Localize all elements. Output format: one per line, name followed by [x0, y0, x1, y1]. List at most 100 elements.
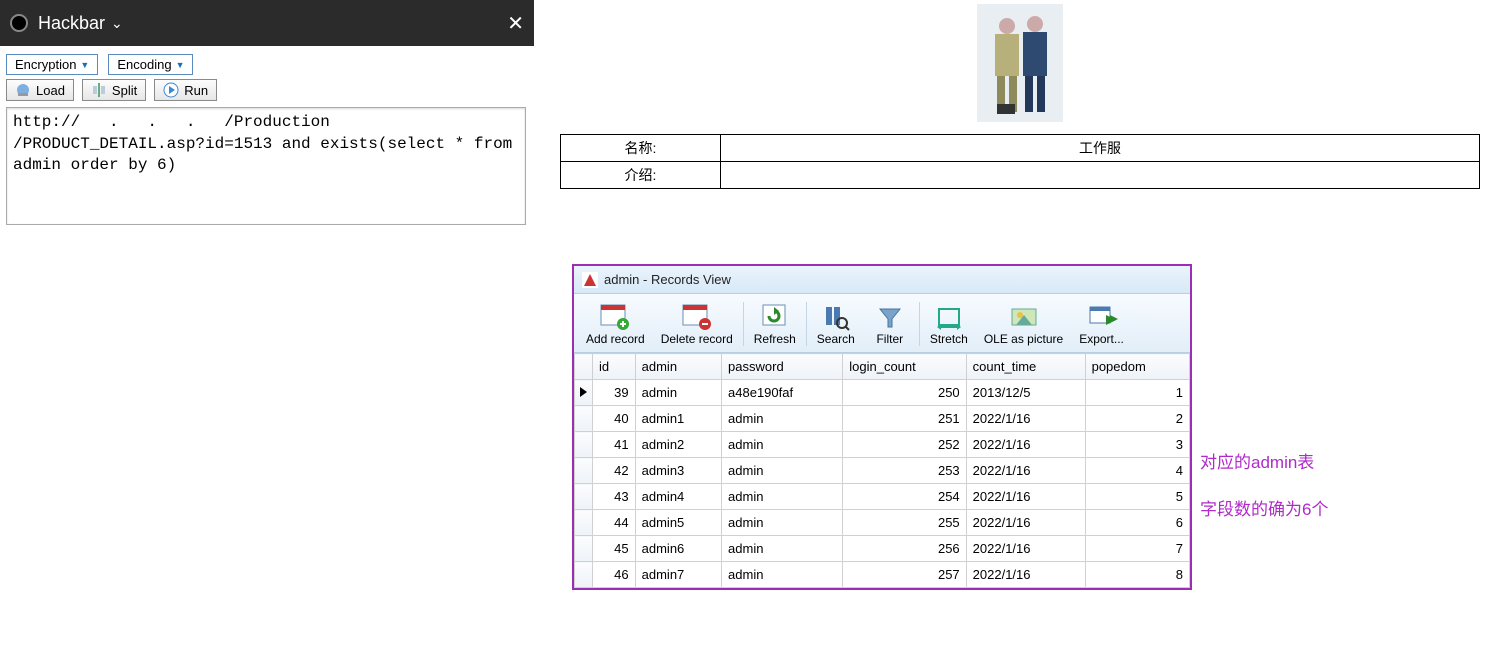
cell[interactable]: admin3 [635, 458, 721, 484]
load-button[interactable]: Load [6, 79, 74, 101]
row-selector[interactable] [575, 562, 593, 588]
export-button[interactable]: Export... [1071, 300, 1132, 348]
cell[interactable]: 40 [593, 406, 636, 432]
cell[interactable]: 5 [1085, 484, 1189, 510]
cell[interactable]: admin7 [635, 562, 721, 588]
row-selector[interactable] [575, 484, 593, 510]
close-icon[interactable]: ✕ [507, 11, 524, 36]
col-login-count[interactable]: login_count [843, 354, 966, 380]
cell[interactable]: 4 [1085, 458, 1189, 484]
cell[interactable]: 46 [593, 562, 636, 588]
cell[interactable]: 251 [843, 406, 966, 432]
cell[interactable]: 39 [593, 380, 636, 406]
cell[interactable]: admin [722, 432, 843, 458]
encoding-dropdown[interactable]: Encoding ▼ [108, 54, 193, 75]
ole-button[interactable]: OLE as picture [976, 300, 1071, 348]
cell[interactable]: 250 [843, 380, 966, 406]
product-area: 名称: 工作服 介绍: [560, 4, 1480, 189]
row-selector[interactable] [575, 406, 593, 432]
cell[interactable]: 252 [843, 432, 966, 458]
cell[interactable]: admin5 [635, 510, 721, 536]
cell[interactable]: 6 [1085, 510, 1189, 536]
cell[interactable]: admin2 [635, 432, 721, 458]
cell[interactable]: a48e190faf [722, 380, 843, 406]
table-row[interactable]: 46admin7admin2572022/1/168 [575, 562, 1190, 588]
col-password[interactable]: password [722, 354, 843, 380]
table-row[interactable]: 41admin2admin2522022/1/163 [575, 432, 1190, 458]
hackbar-logo-icon [10, 14, 28, 32]
cell[interactable]: 2022/1/16 [966, 406, 1085, 432]
cell[interactable]: 257 [843, 562, 966, 588]
url-input[interactable] [6, 107, 526, 225]
cell[interactable]: admin [722, 406, 843, 432]
grid-header-row: id admin password login_count count_time… [575, 354, 1190, 380]
encryption-dropdown[interactable]: Encryption ▼ [6, 54, 98, 75]
cell[interactable]: 43 [593, 484, 636, 510]
cell[interactable]: admin [635, 380, 721, 406]
table-row[interactable]: 39admina48e190faf2502013/12/51 [575, 380, 1190, 406]
hackbar-menu-chevron-icon[interactable]: ⌄ [111, 15, 123, 32]
cell[interactable]: 2 [1085, 406, 1189, 432]
records-title-text: admin - Records View [604, 272, 731, 287]
row-selector[interactable] [575, 458, 593, 484]
cell[interactable]: 253 [843, 458, 966, 484]
table-row: 介绍: [561, 162, 1480, 189]
cell[interactable]: 255 [843, 510, 966, 536]
cell[interactable]: 3 [1085, 432, 1189, 458]
cell[interactable]: 41 [593, 432, 636, 458]
cell[interactable]: 7 [1085, 536, 1189, 562]
cell[interactable]: 2013/12/5 [966, 380, 1085, 406]
hackbar-titlebar: Hackbar ⌄ ✕ [0, 0, 534, 46]
refresh-button[interactable]: Refresh [746, 300, 804, 348]
row-selector[interactable] [575, 432, 593, 458]
cell[interactable]: 2022/1/16 [966, 562, 1085, 588]
table-row[interactable]: 45admin6admin2562022/1/167 [575, 536, 1190, 562]
cell[interactable]: admin1 [635, 406, 721, 432]
cell[interactable]: 2022/1/16 [966, 458, 1085, 484]
col-popedom[interactable]: popedom [1085, 354, 1189, 380]
run-button[interactable]: Run [154, 79, 217, 101]
records-window: admin - Records View Add record Delete r… [572, 264, 1192, 590]
chevron-down-icon: ▼ [80, 60, 89, 70]
cell[interactable]: admin [722, 536, 843, 562]
cell[interactable]: 254 [843, 484, 966, 510]
product-desc-value [721, 162, 1480, 189]
col-id[interactable]: id [593, 354, 636, 380]
cell[interactable]: 2022/1/16 [966, 432, 1085, 458]
cell[interactable]: 8 [1085, 562, 1189, 588]
cell[interactable]: 44 [593, 510, 636, 536]
split-button[interactable]: Split [82, 79, 146, 101]
delete-record-button[interactable]: Delete record [653, 300, 741, 348]
load-icon [15, 82, 31, 98]
table-row[interactable]: 42admin3admin2532022/1/164 [575, 458, 1190, 484]
records-toolbar: Add record Delete record Refresh Search [574, 294, 1190, 353]
cell[interactable]: 256 [843, 536, 966, 562]
filter-button[interactable]: Filter [863, 300, 917, 348]
col-admin[interactable]: admin [635, 354, 721, 380]
stretch-button[interactable]: Stretch [922, 300, 976, 348]
refresh-label: Refresh [754, 332, 796, 346]
cell[interactable]: admin [722, 484, 843, 510]
add-record-button[interactable]: Add record [578, 300, 653, 348]
row-selector[interactable] [575, 380, 593, 406]
cell[interactable]: 2022/1/16 [966, 484, 1085, 510]
cell[interactable]: admin4 [635, 484, 721, 510]
cell[interactable]: 2022/1/16 [966, 510, 1085, 536]
cell[interactable]: admin [722, 458, 843, 484]
cell[interactable]: 1 [1085, 380, 1189, 406]
cell[interactable]: 45 [593, 536, 636, 562]
export-icon [1084, 302, 1120, 332]
col-count-time[interactable]: count_time [966, 354, 1085, 380]
cell[interactable]: admin [722, 510, 843, 536]
row-selector[interactable] [575, 510, 593, 536]
cell[interactable]: 2022/1/16 [966, 536, 1085, 562]
cell[interactable]: admin [722, 562, 843, 588]
cell[interactable]: admin6 [635, 536, 721, 562]
row-selector[interactable] [575, 536, 593, 562]
toolbar-separator [806, 302, 807, 346]
cell[interactable]: 42 [593, 458, 636, 484]
search-button[interactable]: Search [809, 300, 863, 348]
table-row[interactable]: 43admin4admin2542022/1/165 [575, 484, 1190, 510]
table-row[interactable]: 44admin5admin2552022/1/166 [575, 510, 1190, 536]
table-row[interactable]: 40admin1admin2512022/1/162 [575, 406, 1190, 432]
